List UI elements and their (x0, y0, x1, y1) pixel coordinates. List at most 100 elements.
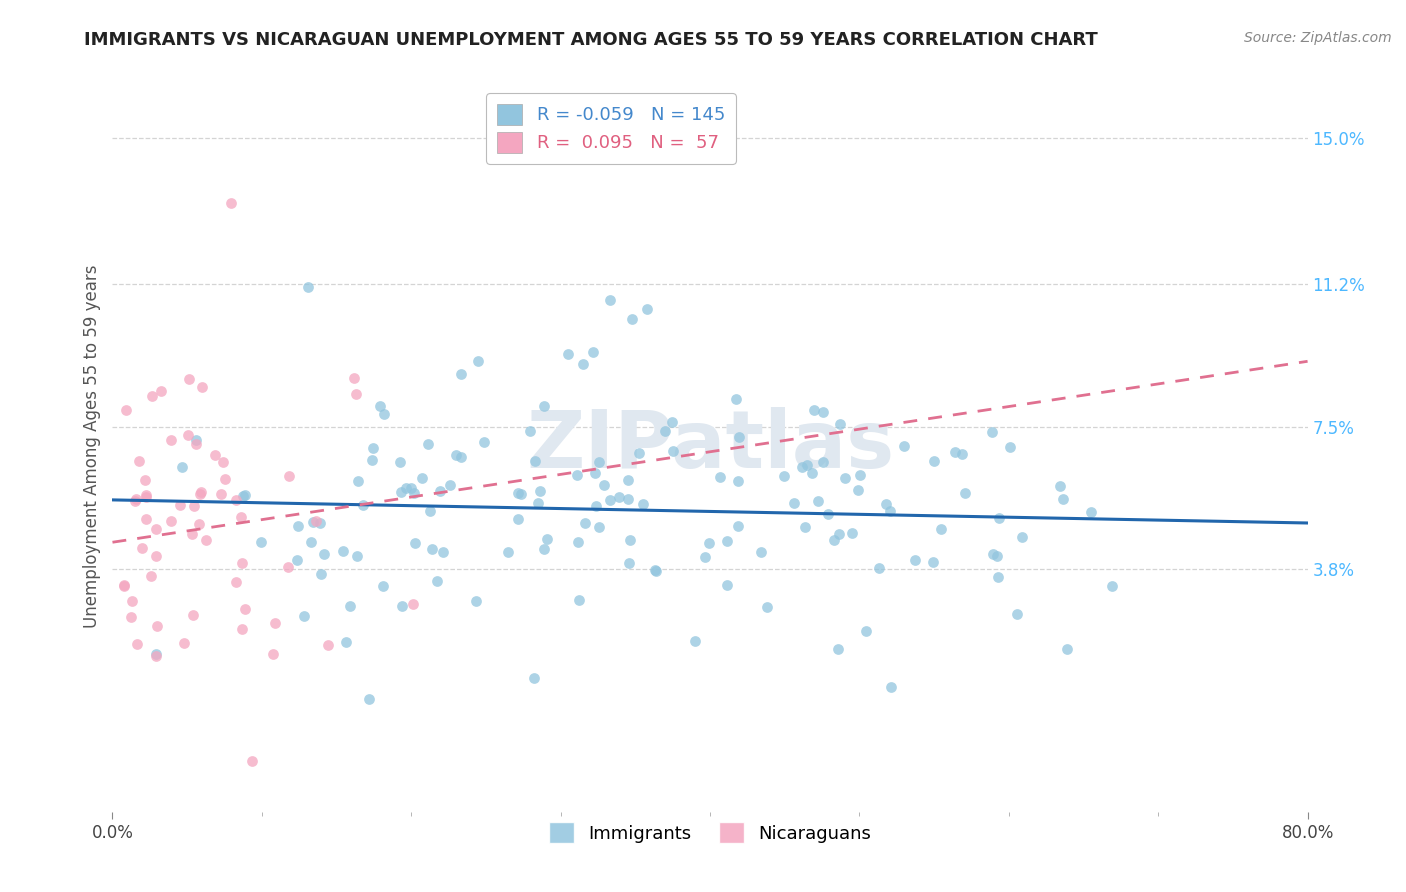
Point (278, 469, 301, 483)
Point (359, 692, 381, 706)
Point (188, 487, 211, 501)
Point (439, 477, 461, 491)
Point (654, 424, 676, 438)
Point (588, 455, 610, 469)
Point (498, 544, 520, 558)
Point (619, 533, 641, 547)
Point (727, 519, 749, 533)
Point (749, 545, 772, 559)
Point (533, 541, 555, 556)
Point (811, 455, 834, 469)
Point (194, 533, 217, 547)
Point (796, 458, 818, 472)
Point (986, 549, 1008, 564)
Point (173, 636, 195, 650)
Point (145, 549, 167, 563)
Point (801, 467, 824, 481)
Point (582, 344, 605, 359)
Point (794, 520, 817, 534)
Point (316, 638, 339, 652)
Point (565, 467, 588, 482)
Point (841, 526, 863, 541)
Point (124, 493, 146, 508)
Point (420, 542, 443, 557)
Point (444, 448, 467, 462)
Point (875, 497, 897, 511)
Point (510, 487, 533, 501)
Point (827, 642, 849, 657)
Point (506, 512, 529, 526)
Point (467, 353, 489, 368)
Point (998, 440, 1021, 454)
Point (922, 454, 945, 468)
Text: ZIPatlas: ZIPatlas (526, 407, 894, 485)
Point (112, 579, 135, 593)
Point (183, 607, 205, 622)
Point (172, 460, 194, 475)
Point (987, 570, 1010, 584)
Point (312, 547, 335, 561)
Point (389, 454, 412, 468)
Point (416, 437, 439, 451)
Point (301, 515, 323, 529)
Point (262, 647, 284, 661)
Point (429, 483, 451, 498)
Point (983, 547, 1005, 561)
Point (1005, 607, 1028, 622)
Point (583, 467, 606, 481)
Point (716, 534, 738, 549)
Point (828, 417, 851, 431)
Point (231, 556, 253, 570)
Point (332, 543, 354, 558)
Point (225, 574, 247, 589)
Point (112, 578, 135, 592)
Point (849, 467, 872, 482)
Point (1049, 479, 1071, 493)
Point (572, 357, 595, 371)
Point (363, 441, 385, 455)
Point (204, 449, 226, 463)
Point (209, 487, 232, 501)
Point (145, 649, 167, 664)
Point (346, 549, 368, 563)
Point (361, 452, 384, 467)
Point (981, 425, 1004, 439)
Point (159, 514, 181, 528)
Point (188, 516, 211, 531)
Point (465, 594, 488, 608)
Point (169, 498, 191, 512)
Point (309, 567, 332, 582)
Point (344, 387, 367, 401)
Point (1080, 505, 1102, 519)
Point (880, 680, 903, 694)
Point (567, 534, 589, 549)
Legend: Immigrants, Nicaraguans: Immigrants, Nicaraguans (541, 815, 879, 850)
Point (432, 545, 454, 559)
Point (828, 527, 851, 541)
Point (373, 579, 395, 593)
Point (811, 405, 834, 419)
Point (121, 594, 143, 608)
Point (411, 471, 433, 485)
Point (297, 280, 319, 294)
Point (803, 403, 825, 417)
Point (135, 512, 157, 526)
Point (588, 519, 610, 533)
Point (627, 446, 650, 460)
Point (233, 488, 256, 502)
Point (1052, 491, 1074, 506)
Point (277, 559, 299, 574)
Point (636, 301, 658, 316)
Point (1101, 579, 1123, 593)
Point (904, 553, 927, 567)
Point (402, 486, 425, 500)
Point (661, 415, 683, 429)
Point (190, 484, 212, 499)
Point (607, 491, 630, 505)
Point (391, 599, 413, 614)
Point (343, 370, 366, 384)
Point (183, 499, 205, 513)
Point (631, 497, 654, 511)
Point (533, 399, 555, 413)
Point (472, 435, 495, 450)
